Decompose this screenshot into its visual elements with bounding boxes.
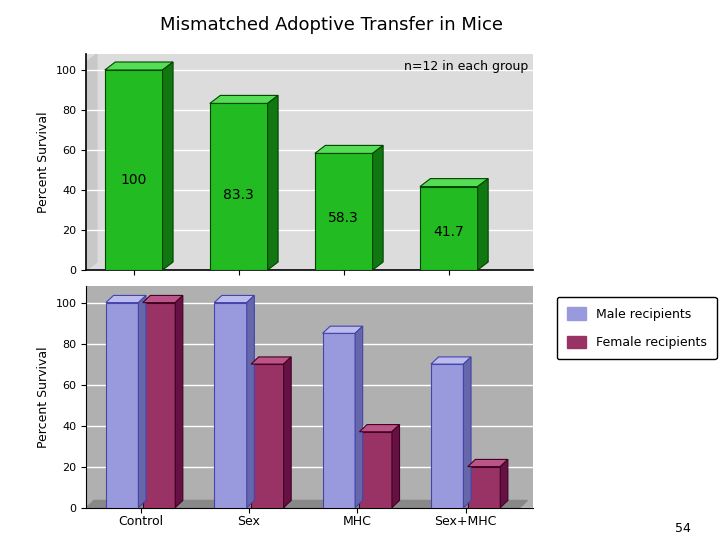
Bar (359, 432, 392, 508)
Polygon shape (420, 179, 488, 187)
Y-axis label: Percent Survival: Percent Survival (37, 111, 50, 213)
Bar (143, 302, 175, 508)
Polygon shape (251, 357, 291, 364)
Legend: Male recipients, Female recipients: Male recipients, Female recipients (557, 297, 716, 359)
Polygon shape (163, 62, 173, 270)
Polygon shape (323, 326, 363, 333)
Bar (431, 364, 464, 508)
Text: Mismatched Adoptive Transfer in Mice: Mismatched Adoptive Transfer in Mice (160, 16, 503, 34)
Text: 58.3: 58.3 (328, 211, 359, 225)
Polygon shape (477, 179, 488, 270)
Text: 100: 100 (120, 173, 147, 187)
Bar (420, 187, 477, 270)
Bar (210, 103, 268, 270)
Polygon shape (86, 54, 97, 270)
Polygon shape (138, 295, 146, 508)
Polygon shape (210, 96, 278, 103)
Polygon shape (392, 424, 400, 508)
Text: 54: 54 (675, 522, 691, 535)
Polygon shape (431, 357, 471, 364)
Polygon shape (359, 424, 400, 432)
Bar (468, 467, 500, 508)
Polygon shape (464, 357, 471, 508)
Bar (251, 364, 284, 508)
Y-axis label: Percent Survival: Percent Survival (37, 346, 50, 448)
Polygon shape (355, 326, 363, 508)
Bar (105, 70, 163, 270)
Bar (323, 333, 355, 508)
Polygon shape (86, 501, 527, 508)
Polygon shape (268, 96, 278, 270)
Polygon shape (500, 460, 508, 508)
Text: n=12 in each group: n=12 in each group (404, 60, 528, 73)
Polygon shape (143, 295, 183, 302)
Polygon shape (315, 145, 383, 153)
Bar (315, 153, 373, 270)
Text: 41.7: 41.7 (433, 226, 464, 239)
Polygon shape (468, 460, 508, 467)
Polygon shape (106, 295, 146, 302)
Bar (215, 302, 247, 508)
Bar (106, 302, 138, 508)
Text: 83.3: 83.3 (223, 188, 254, 202)
Polygon shape (247, 295, 254, 508)
Polygon shape (175, 295, 183, 508)
Polygon shape (215, 295, 254, 302)
Polygon shape (373, 145, 383, 270)
Polygon shape (105, 62, 173, 70)
Polygon shape (284, 357, 291, 508)
